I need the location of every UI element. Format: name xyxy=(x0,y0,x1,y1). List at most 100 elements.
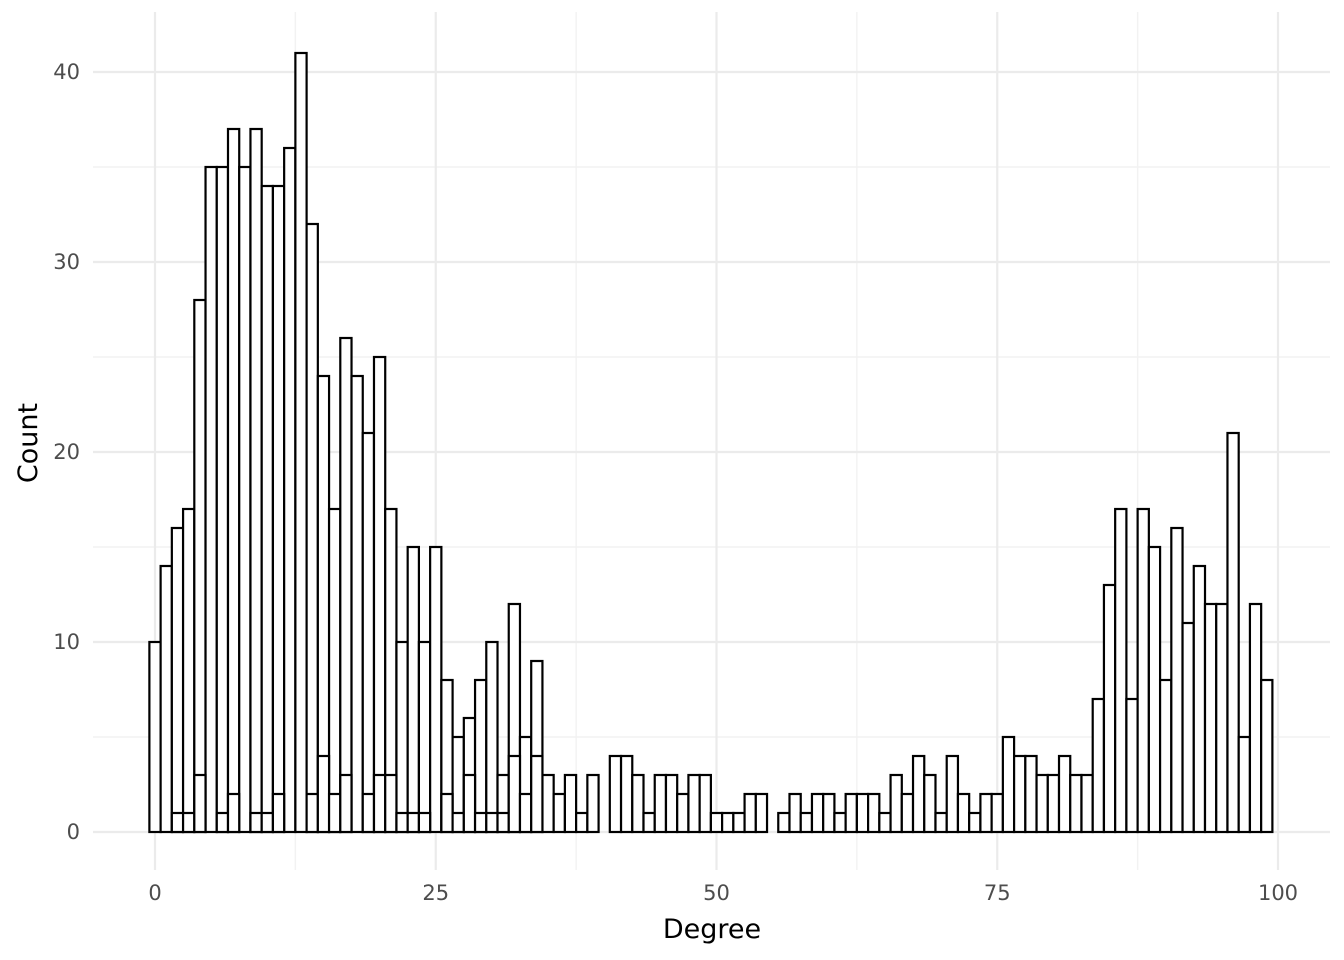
histogram-bar xyxy=(1158,678,1173,834)
histogram-bar xyxy=(923,773,937,834)
histogram-bar xyxy=(822,792,836,834)
histogram-bar xyxy=(518,792,533,834)
x-axis-tick-labels: 0 25 50 75 100 xyxy=(148,881,1298,905)
histogram-bar xyxy=(934,811,948,834)
histogram-bar xyxy=(316,754,331,834)
histogram-bar xyxy=(1024,754,1038,834)
histogram-bar xyxy=(417,640,432,834)
histogram-bar xyxy=(1001,735,1016,834)
y-tick-label: 10 xyxy=(53,630,80,654)
histogram-bar xyxy=(395,811,409,834)
histogram-bar xyxy=(698,773,712,834)
histogram-bar xyxy=(1215,602,1229,834)
histogram-bar xyxy=(193,298,207,834)
histogram-bar xyxy=(1091,697,1106,834)
histogram-bar xyxy=(642,811,656,834)
histogram-bar xyxy=(1192,564,1207,834)
histogram-bar xyxy=(473,678,488,834)
histogram-bar xyxy=(361,431,376,834)
histogram-bar xyxy=(1125,697,1139,834)
histogram-bar xyxy=(181,507,196,834)
histogram-bar xyxy=(305,222,319,834)
histogram-bar xyxy=(743,792,757,834)
histogram-bar xyxy=(193,773,207,834)
histogram-bar xyxy=(294,51,308,834)
x-tick-label: 0 xyxy=(148,881,161,905)
histogram-bar xyxy=(249,127,263,834)
histogram-bar xyxy=(1237,735,1252,834)
histogram-bar xyxy=(226,127,241,834)
y-tick-label: 30 xyxy=(53,250,80,274)
histogram-bar xyxy=(833,811,847,834)
histogram-bar xyxy=(1046,773,1061,834)
histogram-bar xyxy=(990,792,1004,834)
histogram-bar xyxy=(327,792,342,834)
histogram-bar xyxy=(395,640,409,834)
histogram-bar xyxy=(260,811,275,834)
histogram-bar xyxy=(406,811,421,834)
y-axis-tick-labels: 0 10 20 30 40 xyxy=(53,60,80,844)
histogram-bar xyxy=(586,773,600,834)
histogram-bar xyxy=(1114,507,1128,834)
x-tick-label: 75 xyxy=(984,881,1011,905)
histogram-bar xyxy=(721,811,735,834)
histogram-bar xyxy=(900,792,915,834)
y-tick-label: 40 xyxy=(53,60,80,84)
histogram-bar xyxy=(1102,583,1117,834)
histogram-bar xyxy=(473,811,488,834)
histogram-bar xyxy=(384,773,398,834)
histogram-bar xyxy=(1012,754,1027,834)
histogram-bar xyxy=(327,507,342,834)
histogram-bar xyxy=(530,754,544,834)
histogram-bar xyxy=(676,792,690,834)
histogram-bar xyxy=(238,165,252,834)
histogram-bar xyxy=(1203,602,1218,834)
histogram-bar xyxy=(406,545,421,834)
histogram-bar xyxy=(496,811,510,834)
histogram-bar xyxy=(709,811,724,834)
histogram-bar xyxy=(799,811,814,834)
histogram-bar xyxy=(1248,602,1263,834)
histogram-bar xyxy=(485,811,499,834)
histogram-bar xyxy=(653,773,668,834)
histogram-bar xyxy=(732,811,746,834)
histogram-bar xyxy=(687,773,701,834)
histogram-bar xyxy=(305,792,319,834)
histogram-bar xyxy=(170,811,185,834)
histogram-bar xyxy=(575,811,589,834)
x-tick-label: 100 xyxy=(1258,881,1298,905)
histogram-bar xyxy=(956,792,971,834)
y-axis-title: Count xyxy=(13,403,44,483)
histogram-bar xyxy=(889,773,903,834)
histogram-bar xyxy=(507,754,522,834)
y-tick-label: 0 xyxy=(67,820,80,844)
histogram-bar xyxy=(1181,621,1195,834)
histogram-bar xyxy=(260,184,275,834)
histogram-bar xyxy=(226,792,241,834)
histogram-bar xyxy=(339,336,353,834)
histogram-bar xyxy=(945,754,960,834)
histogram-bar xyxy=(1035,773,1049,834)
histogram-bar xyxy=(372,355,387,834)
histogram-bar xyxy=(159,564,173,834)
histogram-bar xyxy=(462,773,477,834)
y-tick-label: 20 xyxy=(53,440,80,464)
histogram-bar xyxy=(979,792,993,834)
histogram-bar xyxy=(911,754,926,834)
histogram-bar xyxy=(181,811,196,834)
histogram-bar xyxy=(563,773,578,834)
histogram-bar xyxy=(619,754,634,834)
histogram-bars xyxy=(148,51,1274,834)
histogram-bar xyxy=(170,526,185,834)
histogram-bar xyxy=(271,184,286,834)
histogram-bar xyxy=(485,640,499,834)
histogram-bar xyxy=(1136,507,1150,834)
histogram-bar xyxy=(541,773,555,834)
histogram-bar xyxy=(215,811,230,834)
histogram-bar xyxy=(1069,773,1083,834)
histogram-bar xyxy=(215,165,230,834)
histogram-bar xyxy=(754,792,769,834)
histogram-bar xyxy=(249,811,263,834)
histogram-bar xyxy=(372,773,387,834)
